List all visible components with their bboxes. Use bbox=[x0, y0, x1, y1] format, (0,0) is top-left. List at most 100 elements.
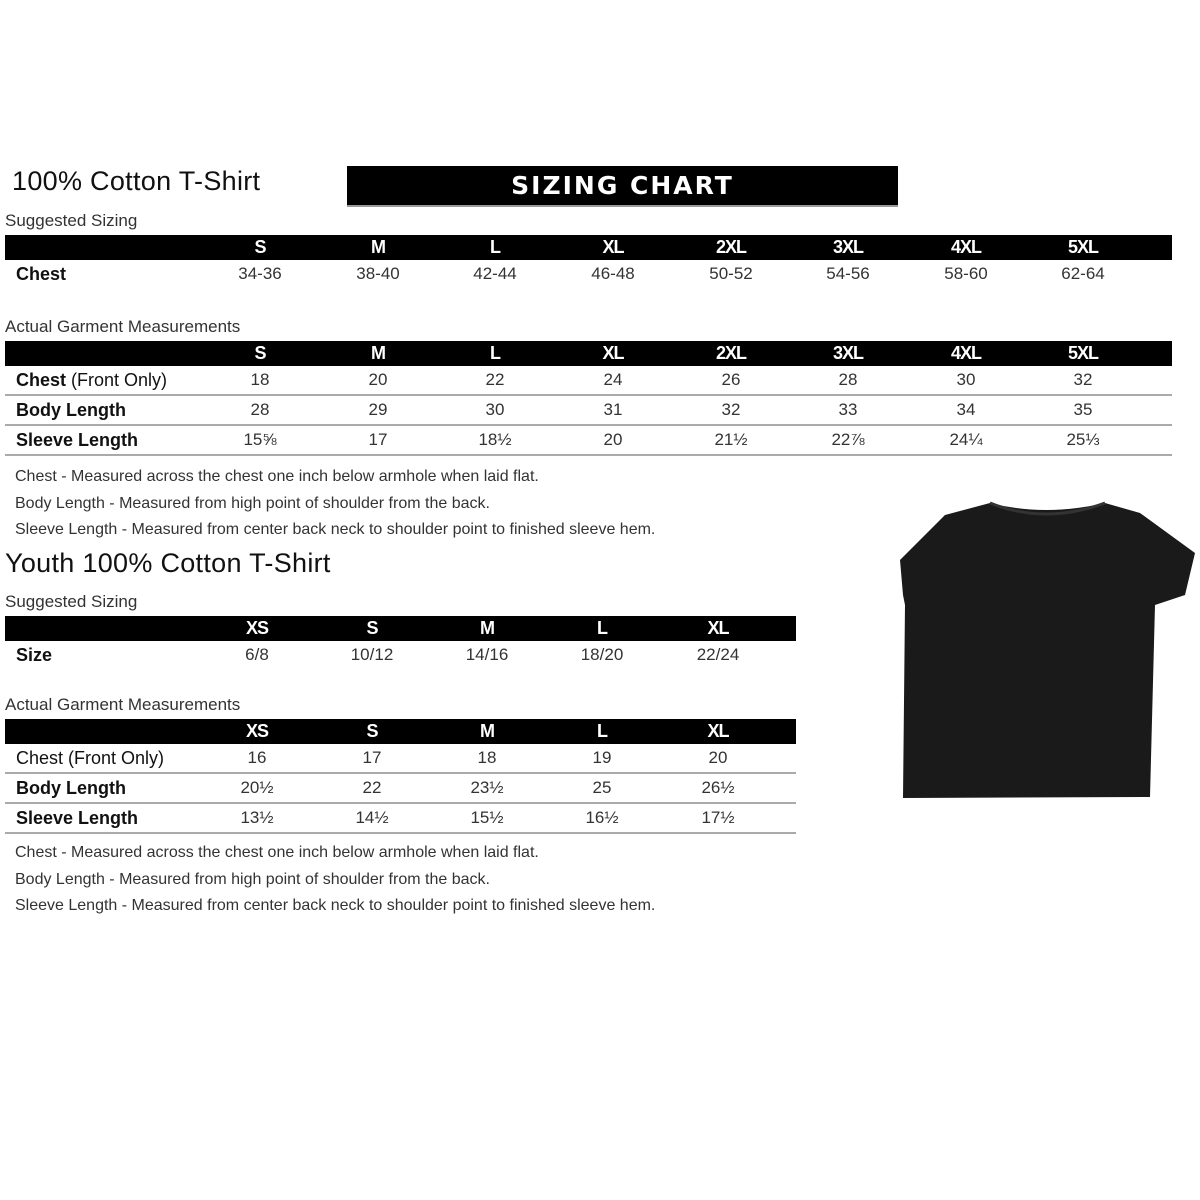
row-label: Body Length bbox=[16, 774, 126, 802]
row-label-main: Body Length bbox=[16, 778, 126, 798]
adult-actual-table: S M L XL 2XL 3XL 4XL 5XL Chest (Front Only) 18 20 2… bbox=[5, 341, 1172, 456]
adult-suggested-label: Suggested Sizing bbox=[5, 211, 138, 230]
cell-s: 22 bbox=[362, 778, 382, 797]
cell-l: 42-44 bbox=[473, 264, 517, 283]
cell-s: 17 bbox=[362, 748, 382, 767]
table-row: Sleeve Length 15⅝ 17 18½ 20 21½ 22⅞ 24¼ 25⅓ bbox=[5, 426, 1172, 456]
size-header-xs: XS bbox=[245, 721, 269, 741]
size-header-xl: XL bbox=[602, 237, 624, 257]
cell-s: 34-36 bbox=[238, 264, 282, 283]
youth-suggested-table: XS S M L XL Size 6/8 10/12 14/16 18/20 22/24 bbox=[5, 616, 796, 669]
cell-xl: 24 bbox=[603, 370, 623, 389]
row-label-main: Body Length bbox=[16, 400, 126, 420]
cell-m: 14/16 bbox=[465, 645, 509, 664]
size-header-row: S M L XL 2XL 3XL 4XL 5XL bbox=[5, 235, 1172, 260]
note-line: Body Length - Measured from high point o… bbox=[15, 494, 490, 512]
size-header-3xl: 3XL bbox=[832, 343, 864, 363]
row-label: Size bbox=[16, 641, 52, 669]
table-row: Chest 34-36 38-40 42-44 46-48 50-52 54-56 58-60… bbox=[5, 260, 1172, 288]
size-header-4xl: 4XL bbox=[950, 343, 982, 363]
cell-xs: 13½ bbox=[240, 808, 274, 827]
cell-3xl: 22⅞ bbox=[831, 430, 865, 449]
cell-l: 30 bbox=[485, 400, 505, 419]
sizing-chart-banner: SIZING CHART bbox=[347, 166, 898, 207]
cell-2xl: 21½ bbox=[714, 430, 748, 449]
size-header-s: S bbox=[254, 237, 266, 257]
adult-notes: Chest - Measured across the chest one in… bbox=[15, 464, 655, 544]
cell-m: 38-40 bbox=[356, 264, 400, 283]
adult-actual-label: Actual Garment Measurements bbox=[5, 317, 241, 336]
size-header-xl: XL bbox=[602, 343, 624, 363]
cell-xs: 6/8 bbox=[245, 645, 269, 664]
cell-xl: 17½ bbox=[701, 808, 735, 827]
cell-m: 15½ bbox=[470, 808, 504, 827]
cell-5xl: 35 bbox=[1073, 400, 1093, 419]
note-line: Sleeve Length - Measured from center bac… bbox=[15, 897, 656, 914]
row-label-main: Chest (Front Only) bbox=[16, 748, 165, 768]
cell-xs: 20½ bbox=[240, 778, 274, 797]
cell-m: 20 bbox=[368, 370, 388, 389]
cell-3xl: 54-56 bbox=[826, 264, 870, 283]
cell-4xl: 30 bbox=[956, 370, 976, 389]
note-line: Sleeve Length - Measured from center bac… bbox=[15, 521, 656, 538]
row-label: Chest bbox=[16, 260, 66, 288]
cell-l: 18/20 bbox=[580, 645, 624, 664]
size-header-m: M bbox=[371, 237, 386, 257]
cell-m: 23½ bbox=[470, 778, 504, 797]
cell-s: 14½ bbox=[355, 808, 389, 827]
cell-5xl: 62-64 bbox=[1061, 264, 1105, 283]
note-line: Chest - Measured across the chest one in… bbox=[15, 468, 539, 485]
size-header-l: L bbox=[490, 343, 501, 363]
size-header-s: S bbox=[254, 343, 266, 363]
row-label-main: Size bbox=[16, 645, 53, 665]
cell-l: 22 bbox=[485, 370, 505, 389]
cell-s: 18 bbox=[250, 370, 270, 389]
row-label: Chest (Front Only) bbox=[16, 366, 167, 394]
size-header-l: L bbox=[490, 237, 501, 257]
size-header-m: M bbox=[480, 721, 495, 741]
size-header-xl: XL bbox=[707, 618, 729, 638]
table-row: Body Length 28 29 30 31 32 33 34 35 bbox=[5, 396, 1172, 426]
table-row: Chest (Front Only) 16 17 18 19 20 bbox=[5, 744, 796, 774]
cell-4xl: 58-60 bbox=[944, 264, 988, 283]
table-row: Sleeve Length 13½ 14½ 15½ 16½ 17½ bbox=[5, 804, 796, 834]
cell-l: 18½ bbox=[478, 430, 512, 449]
size-header-s: S bbox=[366, 721, 378, 741]
size-header-5xl: 5XL bbox=[1067, 343, 1099, 363]
size-header-l: L bbox=[597, 618, 608, 638]
table-row: Chest (Front Only) 18 20 22 24 26 28 30 32 bbox=[5, 366, 1172, 396]
cell-xl: 26½ bbox=[701, 778, 735, 797]
table-row: Size 6/8 10/12 14/16 18/20 22/24 bbox=[5, 641, 796, 669]
cell-2xl: 26 bbox=[721, 370, 741, 389]
cell-s: 10/12 bbox=[350, 645, 394, 664]
size-header-xl: XL bbox=[707, 721, 729, 741]
youth-actual-label: Actual Garment Measurements bbox=[5, 695, 241, 714]
row-label-main: Chest bbox=[16, 370, 67, 390]
size-header-xs: XS bbox=[245, 618, 269, 638]
size-header-m: M bbox=[480, 618, 495, 638]
adult-suggested-table: S M L XL 2XL 3XL 4XL 5XL Chest 34-36 38-40 42-44 46-… bbox=[5, 235, 1172, 288]
cell-4xl: 34 bbox=[956, 400, 976, 419]
row-label: Chest (Front Only) bbox=[16, 744, 164, 772]
size-header-l: L bbox=[597, 721, 608, 741]
cell-xl: 20 bbox=[603, 430, 623, 449]
cell-3xl: 28 bbox=[838, 370, 858, 389]
cell-4xl: 24¼ bbox=[949, 430, 983, 449]
cell-l: 19 bbox=[592, 748, 612, 767]
cell-xs: 16 bbox=[247, 748, 267, 767]
cell-2xl: 50-52 bbox=[709, 264, 753, 283]
youth-title: Youth 100% Cotton T-Shirt bbox=[5, 548, 331, 578]
youth-notes: Chest - Measured across the chest one in… bbox=[15, 840, 655, 920]
row-label-main: Sleeve Length bbox=[16, 430, 139, 450]
cell-xl: 22/24 bbox=[696, 645, 740, 664]
cell-s: 15⅝ bbox=[243, 430, 277, 449]
adult-title: 100% Cotton T-Shirt bbox=[12, 166, 261, 196]
youth-actual-table: XS S M L XL Chest (Front Only) 16 17 18 19 20 Body … bbox=[5, 719, 796, 834]
row-label-main: Sleeve Length bbox=[16, 808, 139, 828]
size-header-4xl: 4XL bbox=[950, 237, 982, 257]
cell-3xl: 33 bbox=[838, 400, 858, 419]
cell-m: 17 bbox=[368, 430, 388, 449]
cell-m: 29 bbox=[368, 400, 388, 419]
note-line: Body Length - Measured from high point o… bbox=[15, 870, 490, 888]
